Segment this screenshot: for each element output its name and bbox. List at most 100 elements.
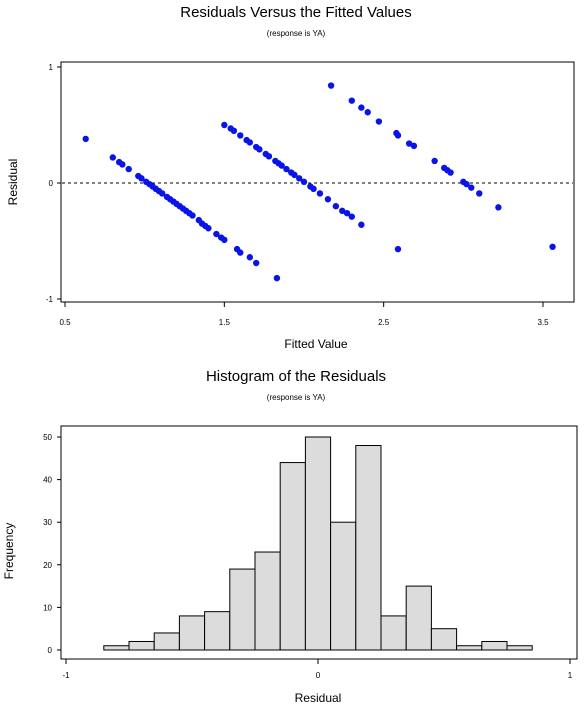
scatter-point bbox=[468, 184, 475, 191]
histogram-bar bbox=[229, 568, 256, 651]
scatter-point bbox=[230, 127, 238, 134]
histogram-y-axis: 0 10 20 30 40 50 bbox=[43, 433, 61, 655]
histogram-bar bbox=[153, 632, 180, 651]
histogram-bar bbox=[405, 585, 432, 651]
scatter-point bbox=[278, 162, 285, 169]
scatter-point bbox=[375, 118, 383, 125]
histogram-bar bbox=[304, 436, 332, 651]
scatter-point bbox=[246, 254, 254, 261]
histogram-bar bbox=[380, 615, 407, 651]
scatter-points bbox=[82, 82, 556, 282]
histogram-bar bbox=[456, 645, 483, 651]
scatter-point bbox=[394, 245, 402, 253]
scatter-y-tick-label: -1 bbox=[46, 295, 54, 304]
scatter-point bbox=[431, 157, 438, 165]
scatter-point bbox=[358, 104, 365, 111]
histogram-y-tick-label: 0 bbox=[48, 646, 53, 655]
scatter-point bbox=[273, 274, 281, 282]
scatter-y-tick-label: 1 bbox=[49, 63, 54, 72]
histogram-x-label: Residual bbox=[295, 691, 342, 705]
histogram-bar bbox=[254, 551, 281, 651]
scatter-point bbox=[119, 161, 126, 168]
histogram-bar bbox=[178, 615, 206, 651]
histogram-x-tick-label: 1 bbox=[568, 671, 573, 680]
scatter-point bbox=[405, 140, 413, 147]
scatter-x-tick-label: 2.5 bbox=[378, 318, 390, 327]
histogram-x-axis: -1 0 1 bbox=[62, 659, 573, 680]
histogram-subtitle: (response is YA) bbox=[267, 393, 326, 402]
histogram-bar bbox=[481, 640, 508, 651]
histogram-bars bbox=[103, 436, 533, 651]
histogram-bar bbox=[355, 445, 382, 651]
scatter-x-tick-label: 1.5 bbox=[219, 318, 231, 327]
scatter-point bbox=[327, 82, 335, 89]
scatter-point bbox=[265, 153, 273, 160]
scatter-point bbox=[256, 146, 263, 153]
scatter-point bbox=[213, 230, 220, 238]
scatter-point bbox=[291, 171, 298, 179]
scatter-y-label: Residual bbox=[6, 159, 20, 206]
scatter-point bbox=[138, 175, 145, 182]
scatter-point bbox=[463, 180, 470, 188]
scatter-x-tick-label: 3.5 bbox=[537, 318, 549, 327]
histogram-title: Histogram of the Residuals bbox=[206, 368, 386, 385]
scatter-point bbox=[358, 221, 365, 228]
scatter-point bbox=[316, 190, 324, 197]
histogram-y-tick-label: 50 bbox=[43, 433, 52, 442]
scatter-point bbox=[324, 196, 332, 203]
scatter-point bbox=[447, 169, 454, 176]
histogram-bar bbox=[103, 645, 130, 651]
scatter-point bbox=[495, 204, 502, 211]
scatter-point bbox=[348, 213, 355, 220]
scatter-point bbox=[339, 207, 346, 215]
scatter-point bbox=[125, 165, 132, 173]
histogram-y-label: Frequency bbox=[2, 523, 16, 580]
scatter-point bbox=[253, 259, 260, 267]
scatter-point bbox=[109, 154, 117, 161]
scatter-point bbox=[343, 209, 351, 217]
scatter-point bbox=[332, 203, 340, 210]
scatter-point bbox=[364, 109, 371, 116]
histogram-bar bbox=[506, 645, 533, 651]
scatter-point bbox=[158, 190, 166, 197]
scatter-y-axis: 1 0 -1 bbox=[46, 63, 61, 304]
scatter-plot-area bbox=[60, 61, 575, 303]
scatter-point bbox=[348, 97, 355, 104]
scatter-point bbox=[221, 236, 228, 244]
scatter-y-tick-label: 0 bbox=[49, 179, 54, 188]
histogram-bar bbox=[204, 611, 231, 651]
histogram-x-tick-label: 0 bbox=[316, 671, 321, 680]
histogram-panel: Histogram of the Residuals (response is … bbox=[2, 368, 578, 705]
histogram-y-tick-label: 40 bbox=[43, 476, 52, 485]
scatter-point bbox=[189, 212, 196, 219]
histogram-bar bbox=[330, 521, 357, 651]
scatter-point bbox=[82, 135, 89, 143]
scatter-x-axis: 0.5 1.5 2.5 3.5 bbox=[59, 302, 549, 327]
scatter-x-label: Fitted Value bbox=[284, 337, 347, 351]
scatter-point bbox=[476, 190, 483, 197]
histogram-y-tick-label: 20 bbox=[43, 561, 52, 570]
histogram-y-tick-label: 30 bbox=[43, 518, 52, 527]
scatter-point bbox=[394, 132, 402, 139]
histogram-bar bbox=[430, 628, 458, 651]
histogram-x-tick-label: -1 bbox=[62, 671, 70, 680]
histogram-bar bbox=[128, 640, 155, 651]
scatter-point bbox=[410, 142, 418, 150]
scatter-point bbox=[296, 175, 303, 182]
scatter-point bbox=[549, 243, 556, 250]
scatter-point bbox=[246, 139, 254, 146]
scatter-subtitle: (response is YA) bbox=[267, 29, 326, 38]
scatter-point bbox=[300, 178, 308, 186]
scatter-point bbox=[205, 225, 212, 232]
histogram-y-tick-label: 10 bbox=[43, 603, 52, 612]
histogram-bar bbox=[279, 462, 306, 651]
scatter-point bbox=[237, 249, 244, 256]
scatter-x-tick-label: 0.5 bbox=[59, 318, 71, 327]
scatter-point bbox=[283, 165, 290, 173]
residuals-vs-fits-panel: Residuals Versus the Fitted Values (resp… bbox=[6, 4, 575, 351]
scatter-point bbox=[310, 185, 317, 192]
scatter-point bbox=[221, 121, 228, 129]
scatter-title: Residuals Versus the Fitted Values bbox=[180, 4, 412, 21]
scatter-point bbox=[237, 132, 244, 139]
